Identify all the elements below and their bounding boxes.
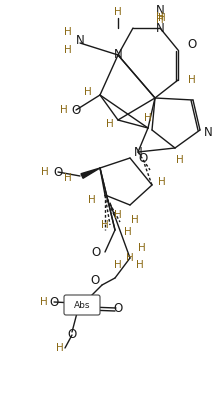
Text: H: H	[56, 343, 64, 353]
Text: H: H	[156, 15, 164, 25]
Text: H: H	[131, 215, 139, 225]
Text: O: O	[187, 37, 197, 50]
Text: Abs: Abs	[74, 301, 90, 310]
Text: O: O	[91, 246, 101, 259]
Text: H: H	[40, 297, 48, 307]
Text: O: O	[71, 103, 81, 116]
Text: H: H	[114, 260, 122, 270]
Polygon shape	[81, 168, 100, 178]
Text: H: H	[114, 7, 122, 17]
Text: H: H	[124, 227, 132, 237]
Text: H: H	[156, 12, 164, 22]
Text: H: H	[136, 260, 144, 270]
Text: O: O	[138, 151, 148, 165]
Text: H: H	[158, 13, 166, 23]
Text: H: H	[188, 75, 196, 85]
Text: N: N	[134, 145, 142, 158]
Text: O: O	[53, 165, 63, 178]
Text: H: H	[64, 27, 72, 37]
Text: O: O	[49, 296, 59, 309]
Text: H: H	[106, 119, 114, 129]
Text: H: H	[114, 210, 122, 220]
Text: N: N	[156, 22, 164, 35]
Text: H: H	[138, 243, 146, 253]
Text: H: H	[64, 173, 72, 183]
Text: H: H	[88, 195, 96, 205]
Text: H: H	[84, 87, 92, 97]
Text: H: H	[158, 177, 166, 187]
Text: H: H	[126, 253, 134, 263]
Text: N: N	[204, 125, 212, 138]
Text: H: H	[144, 113, 152, 123]
Text: N: N	[156, 4, 164, 17]
Text: H: H	[41, 167, 49, 177]
Text: O: O	[113, 301, 123, 314]
Text: H: H	[60, 105, 68, 115]
Text: O: O	[67, 329, 77, 342]
Text: N: N	[114, 48, 122, 61]
FancyBboxPatch shape	[64, 295, 100, 315]
Text: O: O	[90, 274, 100, 286]
Text: H: H	[176, 155, 184, 165]
Text: H: H	[64, 45, 72, 55]
Text: N: N	[76, 33, 84, 46]
Text: H: H	[101, 220, 109, 230]
